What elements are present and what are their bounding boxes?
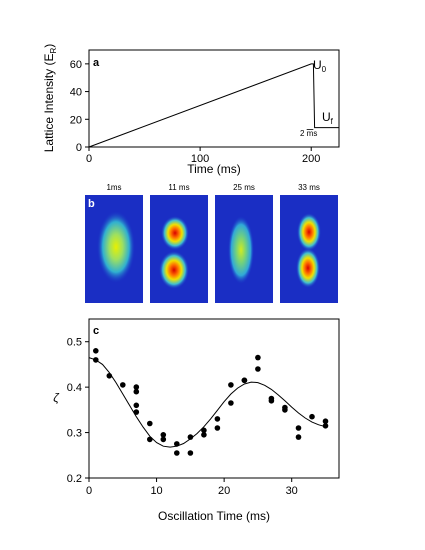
data-point (147, 436, 153, 443)
panel-a-ytick-label: 40 (70, 87, 82, 99)
data-point (106, 373, 113, 379)
panel-a-frame (88, 49, 340, 148)
data-point (228, 400, 234, 406)
data-point (228, 382, 234, 388)
panel-c-ytick-label: 0.3 (67, 428, 82, 440)
cloud-25ms (228, 216, 254, 284)
data-point (187, 434, 194, 440)
panel-a-chart: 0 100 200 0 20 40 60 a U0 Uf 2 ms Time (ms) La… (42, 44, 340, 176)
cloud-1ms (97, 211, 135, 283)
panel-a-ytick-label: 60 (70, 59, 82, 71)
data-point (201, 432, 207, 438)
u0-annotation: U0 (313, 58, 327, 74)
data-point (133, 388, 140, 395)
cloud-11ms-lower (159, 251, 189, 289)
data-point (241, 377, 248, 384)
panel-c-ylabel: ζ (53, 391, 60, 405)
data-point (295, 425, 302, 431)
data-point (174, 441, 180, 447)
data-point (133, 409, 140, 415)
cloud-11ms-upper (161, 216, 189, 250)
panel-b-images: b 1ms 11 ms 25 ms 33 ms (85, 183, 338, 303)
panel-c-xlabel: Oscillation Time (ms) (158, 509, 270, 523)
data-point (322, 418, 329, 425)
panel-a-ytick-label: 20 (70, 114, 82, 126)
data-point (214, 425, 221, 431)
data-point (309, 413, 315, 420)
panel-a-ylabel: Lattice Intensity (ER) (42, 44, 58, 153)
panel-c-xtick-label: 30 (286, 485, 298, 497)
panel-c-frame (88, 318, 340, 479)
data-point (214, 416, 221, 422)
panel-c-xtick-label: 0 (86, 485, 92, 497)
panel-c-ytick-label: 0.4 (67, 382, 82, 394)
data-point (93, 357, 99, 363)
uf-annotation: Uf (322, 110, 334, 126)
image-label-2: 11 ms (168, 183, 189, 192)
panel-c-xtick-label: 20 (218, 485, 230, 497)
data-point (268, 398, 275, 404)
image-label-1: 1ms (106, 183, 121, 192)
cloud-33ms-lower (296, 248, 320, 288)
image-label-4: 33 ms (298, 183, 320, 192)
panel-a-xtick-label: 0 (86, 153, 92, 165)
panel-a-ytick-label: 0 (76, 142, 82, 154)
data-point (174, 450, 180, 456)
data-point (160, 436, 167, 443)
data-point (255, 366, 261, 372)
panel-c-xtick-label: 10 (150, 485, 162, 497)
panel-c-ytick-label: 0.2 (67, 473, 82, 485)
ramp-duration-annotation: 2 ms (300, 129, 317, 138)
panel-c-chart: 0 10 20 30 0.2 0.3 0.4 0.5 c Oscillation Time (… (53, 318, 340, 523)
data-point (295, 434, 302, 440)
panel-c-ytick-label: 0.5 (67, 337, 82, 349)
data-point (133, 402, 140, 409)
data-point (322, 423, 329, 429)
data-point (120, 382, 126, 388)
panel-b-letter: b (88, 198, 95, 210)
panel-a-xlabel: Time (ms) (187, 162, 241, 176)
panel-a-letter: a (93, 57, 100, 69)
panel-c-letter: c (93, 325, 99, 337)
data-point (282, 407, 288, 413)
fit-curve (88, 357, 326, 448)
panel-a-xtick-label: 200 (302, 153, 320, 165)
image-label-3: 25 ms (233, 183, 255, 192)
data-point (160, 432, 167, 438)
data-point (147, 420, 153, 427)
data-point (133, 384, 140, 390)
data-point (201, 427, 207, 434)
intensity-ramp-line (88, 63, 339, 148)
panel-a-xtick-label: 100 (191, 153, 209, 165)
data-point (255, 354, 261, 361)
cloud-33ms-upper (297, 213, 321, 251)
data-point (187, 450, 194, 456)
data-point (93, 348, 99, 354)
